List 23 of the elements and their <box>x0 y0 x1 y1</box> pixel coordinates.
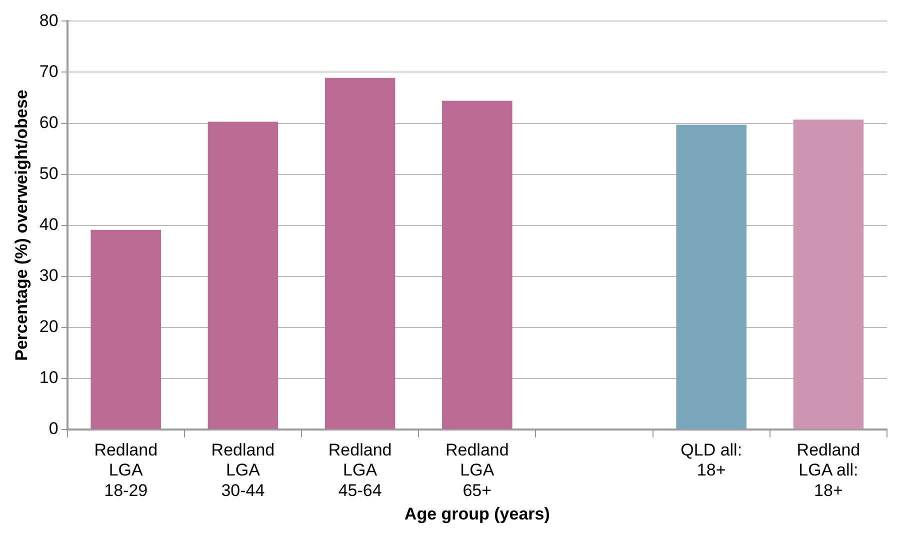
bar <box>442 100 512 429</box>
y-tick-label: 50 <box>39 164 58 183</box>
y-tick-label: 30 <box>39 266 58 286</box>
x-tick-label: Redland LGA 18-29 <box>94 440 158 500</box>
bar <box>793 120 864 429</box>
bar <box>324 78 396 429</box>
y-tick-label: 70 <box>39 62 58 81</box>
bar <box>90 230 161 429</box>
x-tick-label: Redland LGA 45-64 <box>328 440 392 500</box>
x-tick-label: Redland LGA 30-44 <box>211 440 275 500</box>
x-tick-label: Redland LGA all: 18+ <box>796 440 860 500</box>
bar <box>676 124 746 429</box>
y-tick-label: 10 <box>39 368 58 388</box>
y-tick-label: 40 <box>39 214 58 234</box>
x-tick-label: QLD all: 18+ <box>680 440 742 480</box>
x-axis-title: Age group (years) <box>404 504 550 524</box>
y-tick-label: 0 <box>48 419 58 438</box>
y-tick-label: 60 <box>39 112 58 132</box>
y-tick-label: 80 <box>39 10 58 30</box>
bar <box>208 122 278 429</box>
y-axis-title: Percentage (%) overweight/obese <box>12 90 31 361</box>
y-tick-label: 20 <box>39 317 58 336</box>
x-tick-label: Redland LGA 65+ <box>445 440 509 500</box>
